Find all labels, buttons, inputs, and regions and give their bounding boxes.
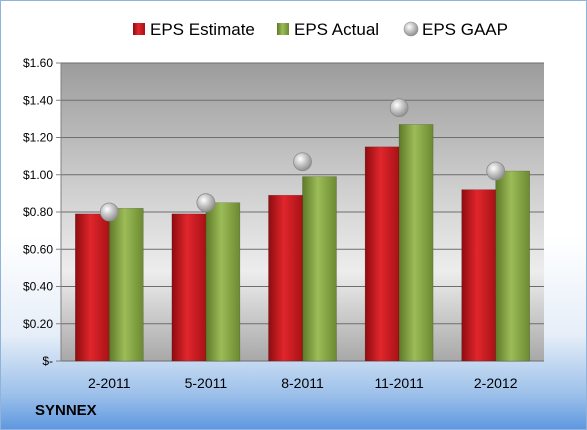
eps-estimate-bar	[171, 213, 207, 362]
y-tick-label: $0.80	[23, 205, 53, 219]
y-tick-label: $1.40	[23, 93, 53, 107]
x-category-label: 5-2011	[185, 375, 228, 391]
y-tick-label: $0.60	[23, 242, 53, 256]
y-tick-label: $1.20	[23, 131, 53, 145]
y-tick-label: $1.00	[23, 168, 53, 182]
eps-estimate-bar	[364, 146, 400, 362]
eps-gaap-marker	[486, 161, 506, 181]
x-category-label: 8-2011	[281, 375, 324, 391]
legend-eps-estimate-label: EPS Estimate	[150, 20, 255, 39]
legend-eps-actual-swatch	[277, 23, 289, 35]
eps-estimate-bar	[268, 194, 303, 362]
eps-gaap-marker	[389, 98, 409, 118]
x-category-label: 11-2011	[374, 375, 424, 391]
legend-eps-gaap-swatch	[403, 21, 419, 37]
y-tick-label: $-	[42, 354, 53, 368]
y-tick-label: $1.60	[23, 56, 53, 70]
y-tick-label: $0.20	[23, 317, 53, 331]
y-tick-label: $0.40	[23, 280, 53, 294]
x-category-label: 2-2011	[88, 375, 131, 391]
x-category-label: 2-2012	[474, 375, 518, 391]
eps-actual-bar	[109, 207, 144, 362]
legend-eps-actual-label: EPS Actual	[294, 20, 379, 39]
eps-gaap-marker	[293, 152, 312, 172]
eps-gaap-marker	[196, 193, 216, 213]
eps-estimate-bar	[75, 213, 110, 362]
legend-eps-estimate-swatch	[133, 23, 145, 35]
eps-actual-bar	[205, 202, 241, 362]
eps-actual-bar	[302, 176, 337, 362]
eps-actual-bar	[495, 170, 531, 362]
eps-estimate-bar	[461, 189, 497, 362]
brand-label: SYNNEX	[35, 402, 97, 419]
eps-actual-bar	[398, 124, 434, 362]
eps-gaap-marker	[99, 202, 119, 222]
legend-eps-gaap-label: EPS GAAP	[422, 20, 508, 39]
